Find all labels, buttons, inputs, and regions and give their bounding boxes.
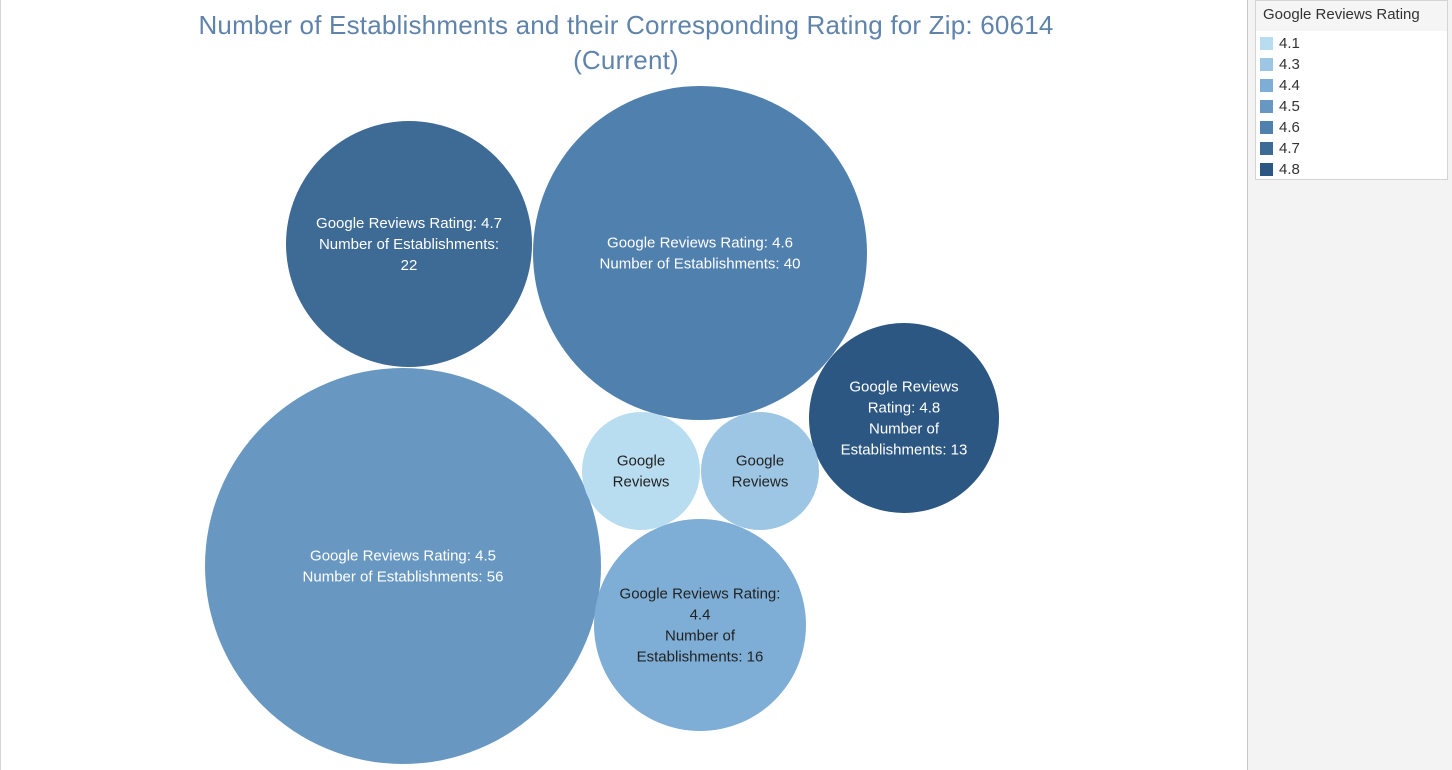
chart-panel: Number of Establishments and their Corre… xyxy=(0,0,1054,770)
bubble-circle[interactable] xyxy=(594,519,806,731)
bubble-label-line: Reviews xyxy=(613,474,670,491)
legend-label: 4.7 xyxy=(1279,140,1300,157)
bubble-label-line: 22 xyxy=(401,257,418,274)
chart-title: Number of Establishments and their Corre… xyxy=(198,10,1054,75)
bubble-label-line: Google Reviews Rating: 4.5 xyxy=(310,548,496,565)
bubble-4-7[interactable]: Google Reviews Rating: 4.7 Number of Esta… xyxy=(286,121,532,367)
legend-label: 4.8 xyxy=(1279,161,1300,178)
bubble-label-line: Google xyxy=(617,453,665,470)
legend-swatch xyxy=(1260,100,1273,113)
legend-item-4-1[interactable]: 4.1 xyxy=(1256,33,1447,54)
bubble-circle[interactable] xyxy=(533,86,867,420)
bubble-label-line: Reviews xyxy=(732,474,789,491)
bubble-circle[interactable] xyxy=(286,121,532,367)
bubble-label-line: Establishments: 13 xyxy=(841,442,968,459)
bubble-circle[interactable] xyxy=(205,368,601,764)
legend-swatch xyxy=(1260,142,1273,155)
bubble-circle[interactable] xyxy=(809,323,999,513)
legend-label: 4.1 xyxy=(1279,35,1300,52)
bubble-label-line: Rating: 4.8 xyxy=(868,400,941,417)
bubble-label-line: Number of Establishments: 40 xyxy=(600,256,801,273)
legend-item-4-7[interactable]: 4.7 xyxy=(1256,138,1447,159)
bubble-circle[interactable] xyxy=(701,412,819,530)
legend-items: 4.1 4.3 4.4 4.5 4.6 4.7 4.8 xyxy=(1256,31,1447,180)
legend-item-4-6[interactable]: 4.6 xyxy=(1256,117,1447,138)
bubble-label-line: Google Reviews xyxy=(849,379,958,396)
legend-panel: Google Reviews Rating 4.1 4.3 4.4 4.5 4.6 4.7… xyxy=(1247,0,1452,770)
bubble-4-1[interactable]: Google Reviews xyxy=(582,412,700,530)
bubble-label-line: Google Reviews Rating: 4.7 xyxy=(316,215,502,232)
legend-swatch xyxy=(1260,163,1273,176)
bubble-4-4[interactable]: Google Reviews Rating: 4.4 Number of Establ… xyxy=(594,519,806,731)
bubble-label-line: Google Reviews Rating: xyxy=(620,586,781,603)
legend-item-4-5[interactable]: 4.5 xyxy=(1256,96,1447,117)
bubble-4-3[interactable]: Google Reviews xyxy=(701,412,819,530)
legend-swatch xyxy=(1260,58,1273,71)
bubble-4-5[interactable]: Google Reviews Rating: 4.5 Number of Esta… xyxy=(205,368,601,764)
legend-item-4-3[interactable]: 4.3 xyxy=(1256,54,1447,75)
bubble-label-line: Google xyxy=(736,453,784,470)
legend-label: 4.3 xyxy=(1279,56,1300,73)
bubble-circle[interactable] xyxy=(582,412,700,530)
legend-item-4-8[interactable]: 4.8 xyxy=(1256,159,1447,180)
legend-swatch xyxy=(1260,37,1273,50)
legend-label: 4.5 xyxy=(1279,98,1300,115)
legend-swatch xyxy=(1260,121,1273,134)
legend-item-4-4[interactable]: 4.4 xyxy=(1256,75,1447,96)
bubble-4-8[interactable]: Google Reviews Rating: 4.8 Number of Establ… xyxy=(809,323,999,513)
bubble-label-line: Number of xyxy=(665,628,736,645)
bubble-chart: Google Reviews Rating: 4.5 Number of Esta… xyxy=(205,86,999,764)
bubble-4-6[interactable]: Google Reviews Rating: 4.6 Number of Esta… xyxy=(533,86,867,420)
legend-label: 4.6 xyxy=(1279,119,1300,136)
legend-title: Google Reviews Rating xyxy=(1256,1,1447,31)
bubble-label-line: Number of xyxy=(869,421,940,438)
bubble-label-line: Number of Establishments: xyxy=(319,236,499,253)
bubble-label-line: 4.4 xyxy=(690,607,711,624)
bubble-label-line: Number of Establishments: 56 xyxy=(303,569,504,586)
bubble-label-line: Establishments: 16 xyxy=(637,649,764,666)
legend-label: 4.4 xyxy=(1279,77,1300,94)
legend-swatch xyxy=(1260,79,1273,92)
bubble-label-line: Google Reviews Rating: 4.6 xyxy=(607,235,793,252)
color-legend[interactable]: Google Reviews Rating 4.1 4.3 4.4 4.5 4.6 4.7… xyxy=(1255,0,1448,180)
